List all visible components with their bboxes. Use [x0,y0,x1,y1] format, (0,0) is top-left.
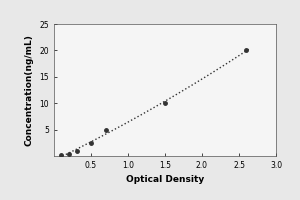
Y-axis label: Concentration(ng/mL): Concentration(ng/mL) [25,34,34,146]
X-axis label: Optical Density: Optical Density [126,175,204,184]
